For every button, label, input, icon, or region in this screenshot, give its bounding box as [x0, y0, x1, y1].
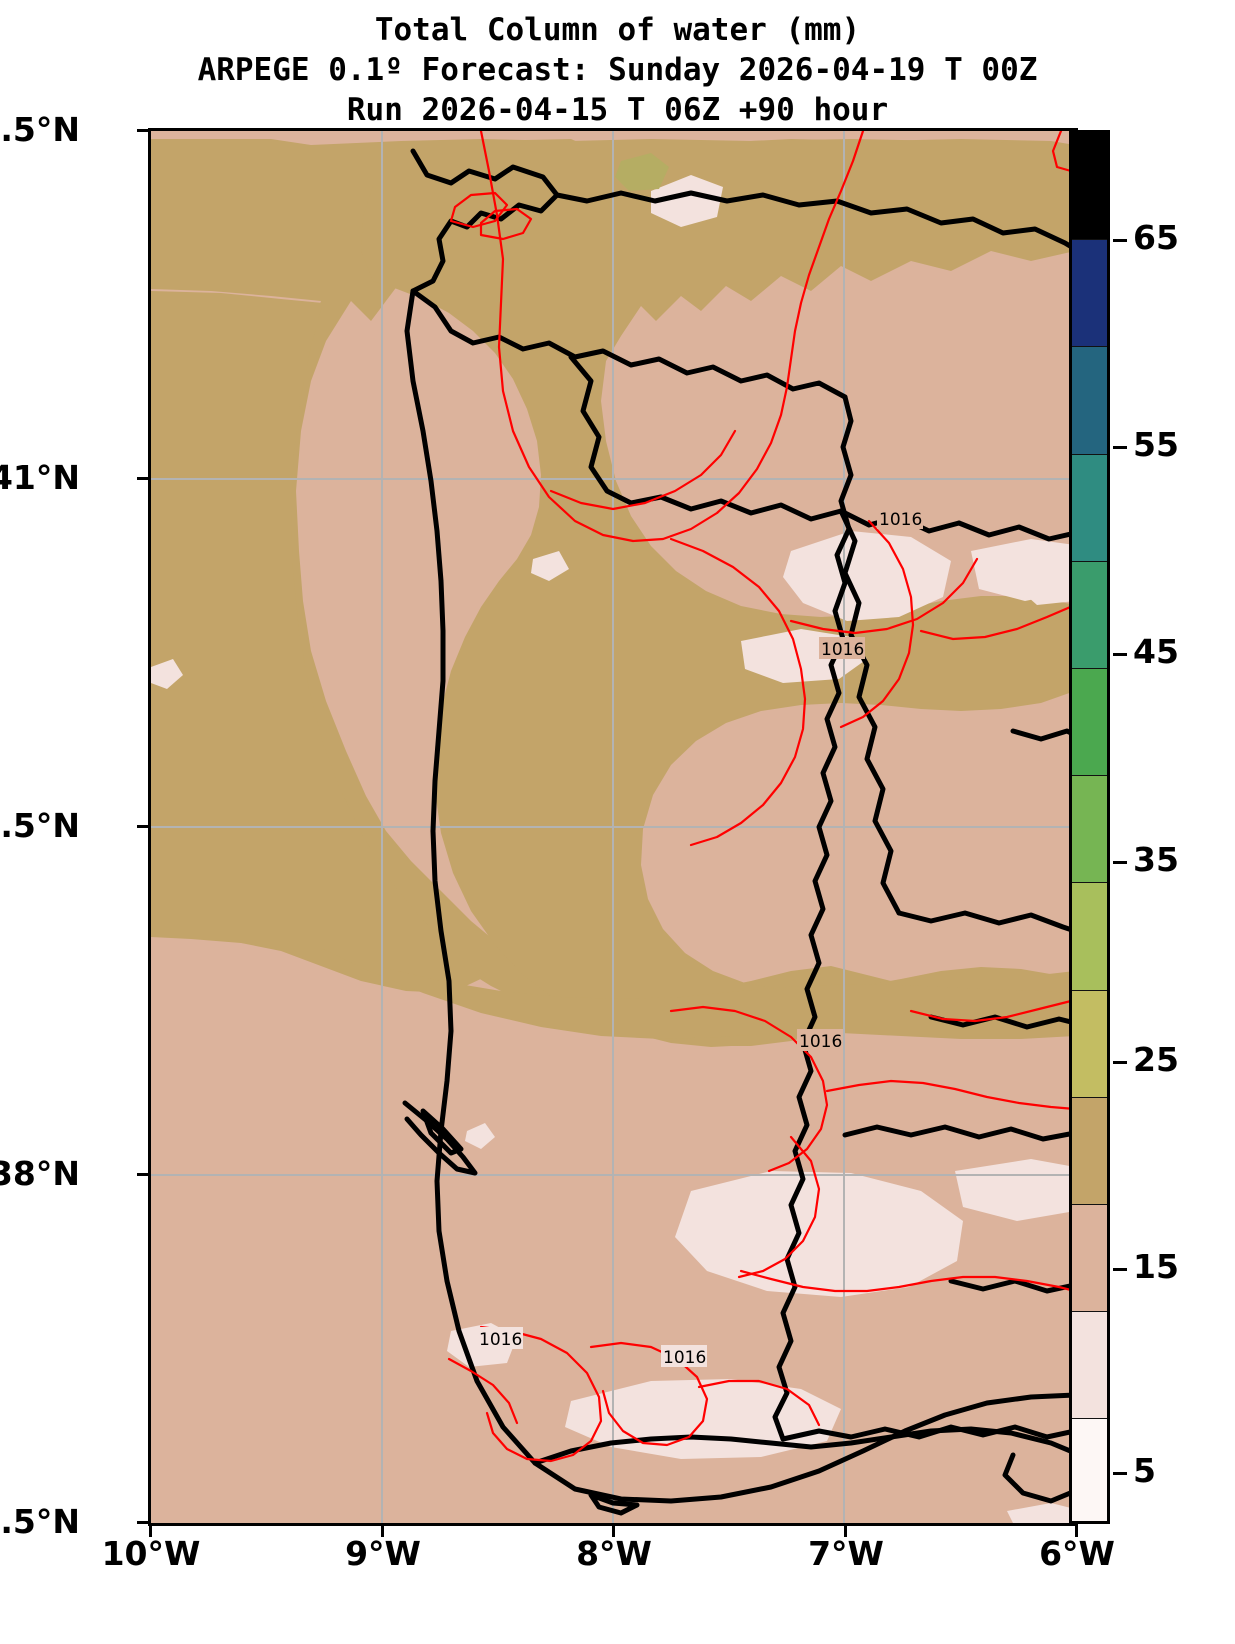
fill-band-15-20-inland [361, 139, 1075, 1047]
cb-band-20-25 [1072, 1097, 1107, 1205]
cb-band-40-45 [1072, 668, 1107, 777]
cb-tick-mark [1113, 1061, 1127, 1064]
cb-band-15-20 [1072, 1204, 1107, 1313]
cb-band-10-15 [1072, 1312, 1107, 1420]
x-axis-label-9w: 9°W [345, 1534, 421, 1573]
map-plot-area[interactable]: 1016 1016 1016 1016 1016 [148, 128, 1078, 1526]
cb-label-65: 65 [1133, 218, 1179, 257]
cb-tick-mark [1113, 1268, 1127, 1271]
contour-label-1016-d: 1016 [479, 1330, 522, 1350]
fill-band-15-20-coast [321, 949, 1075, 1039]
cb-tick-mark [1113, 653, 1127, 656]
y-axis-label-42-5: 42.5°N [0, 110, 80, 149]
cb-tick-mark [1113, 239, 1127, 242]
x-tick-mark [612, 1526, 615, 1537]
map-canvas: 1016 1016 1016 1016 1016 [151, 131, 1075, 1523]
y-axis-label-41: 41°N [0, 458, 80, 497]
y-tick-mark [137, 477, 148, 480]
cb-band-65-70 [1072, 133, 1107, 241]
x-tick-mark [844, 1526, 847, 1537]
colorbar[interactable] [1069, 130, 1110, 1524]
fill-band-15-20-ocean-nw [151, 291, 487, 993]
cb-band-30-35 [1072, 883, 1107, 991]
contour-label-1016-e: 1016 [663, 1348, 706, 1368]
cb-band-45-50 [1072, 561, 1107, 669]
x-axis-label-10w: 10°W [101, 1534, 201, 1573]
x-axis-label-7w: 7°W [808, 1534, 884, 1573]
contour-label-1016-b: 1016 [821, 640, 864, 660]
contour-labels: 1016 1016 1016 1016 1016 [477, 507, 923, 1368]
y-tick-mark [137, 1173, 148, 1176]
cb-band-35-40 [1072, 776, 1107, 884]
cb-label-55: 55 [1133, 425, 1179, 464]
pressure-contours [447, 131, 1075, 1463]
x-axis-label-6w: 6°W [1039, 1534, 1115, 1573]
cb-tick-mark [1113, 1472, 1127, 1475]
cb-band-50-55 [1072, 454, 1107, 562]
contour-label-1016-a: 1016 [879, 510, 922, 530]
page-title: Total Column of water (mm) [374, 12, 861, 48]
x-tick-mark [149, 1526, 152, 1537]
cb-label-35: 35 [1133, 840, 1179, 879]
forecast-subtitle: ARPEGE 0.1º Forecast: Sunday 2026-04-19 … [197, 52, 1038, 88]
x-axis-label-8w: 8°W [576, 1534, 652, 1573]
country-borders [402, 148, 1075, 1516]
y-axis-label-36-5: 36.5°N [0, 1502, 80, 1541]
x-tick-mark [1075, 1526, 1078, 1537]
run-subtitle: Run 2026-04-15 T 06Z +90 hour [346, 92, 889, 128]
fill-band-15-20 [151, 139, 1075, 1046]
y-tick-mark [137, 129, 148, 132]
y-axis-label-39-5: 39.5°N [0, 806, 80, 845]
cb-tick-mark [1113, 446, 1127, 449]
cb-band-5-10 [1072, 1419, 1107, 1521]
cb-band-55-60 [1072, 347, 1107, 455]
cb-label-25: 25 [1133, 1040, 1179, 1079]
cb-label-5: 5 [1133, 1451, 1156, 1490]
cb-tick-mark [1113, 861, 1127, 864]
y-tick-mark [137, 1521, 148, 1524]
fill-band-20-25-patch [615, 153, 669, 191]
cb-band-25-30 [1072, 990, 1107, 1098]
cb-band-60-65 [1072, 240, 1107, 348]
y-axis-label-38: 38°N [0, 1154, 80, 1193]
y-tick-mark [137, 825, 148, 828]
cb-label-15: 15 [1133, 1247, 1179, 1286]
gridlines [151, 131, 1075, 1523]
x-tick-mark [381, 1526, 384, 1537]
contour-label-1016-c: 1016 [799, 1032, 842, 1052]
chart-title-block: Total Column of water (mm) ARPEGE 0.1º F… [0, 0, 1235, 130]
cb-label-45: 45 [1133, 632, 1179, 671]
